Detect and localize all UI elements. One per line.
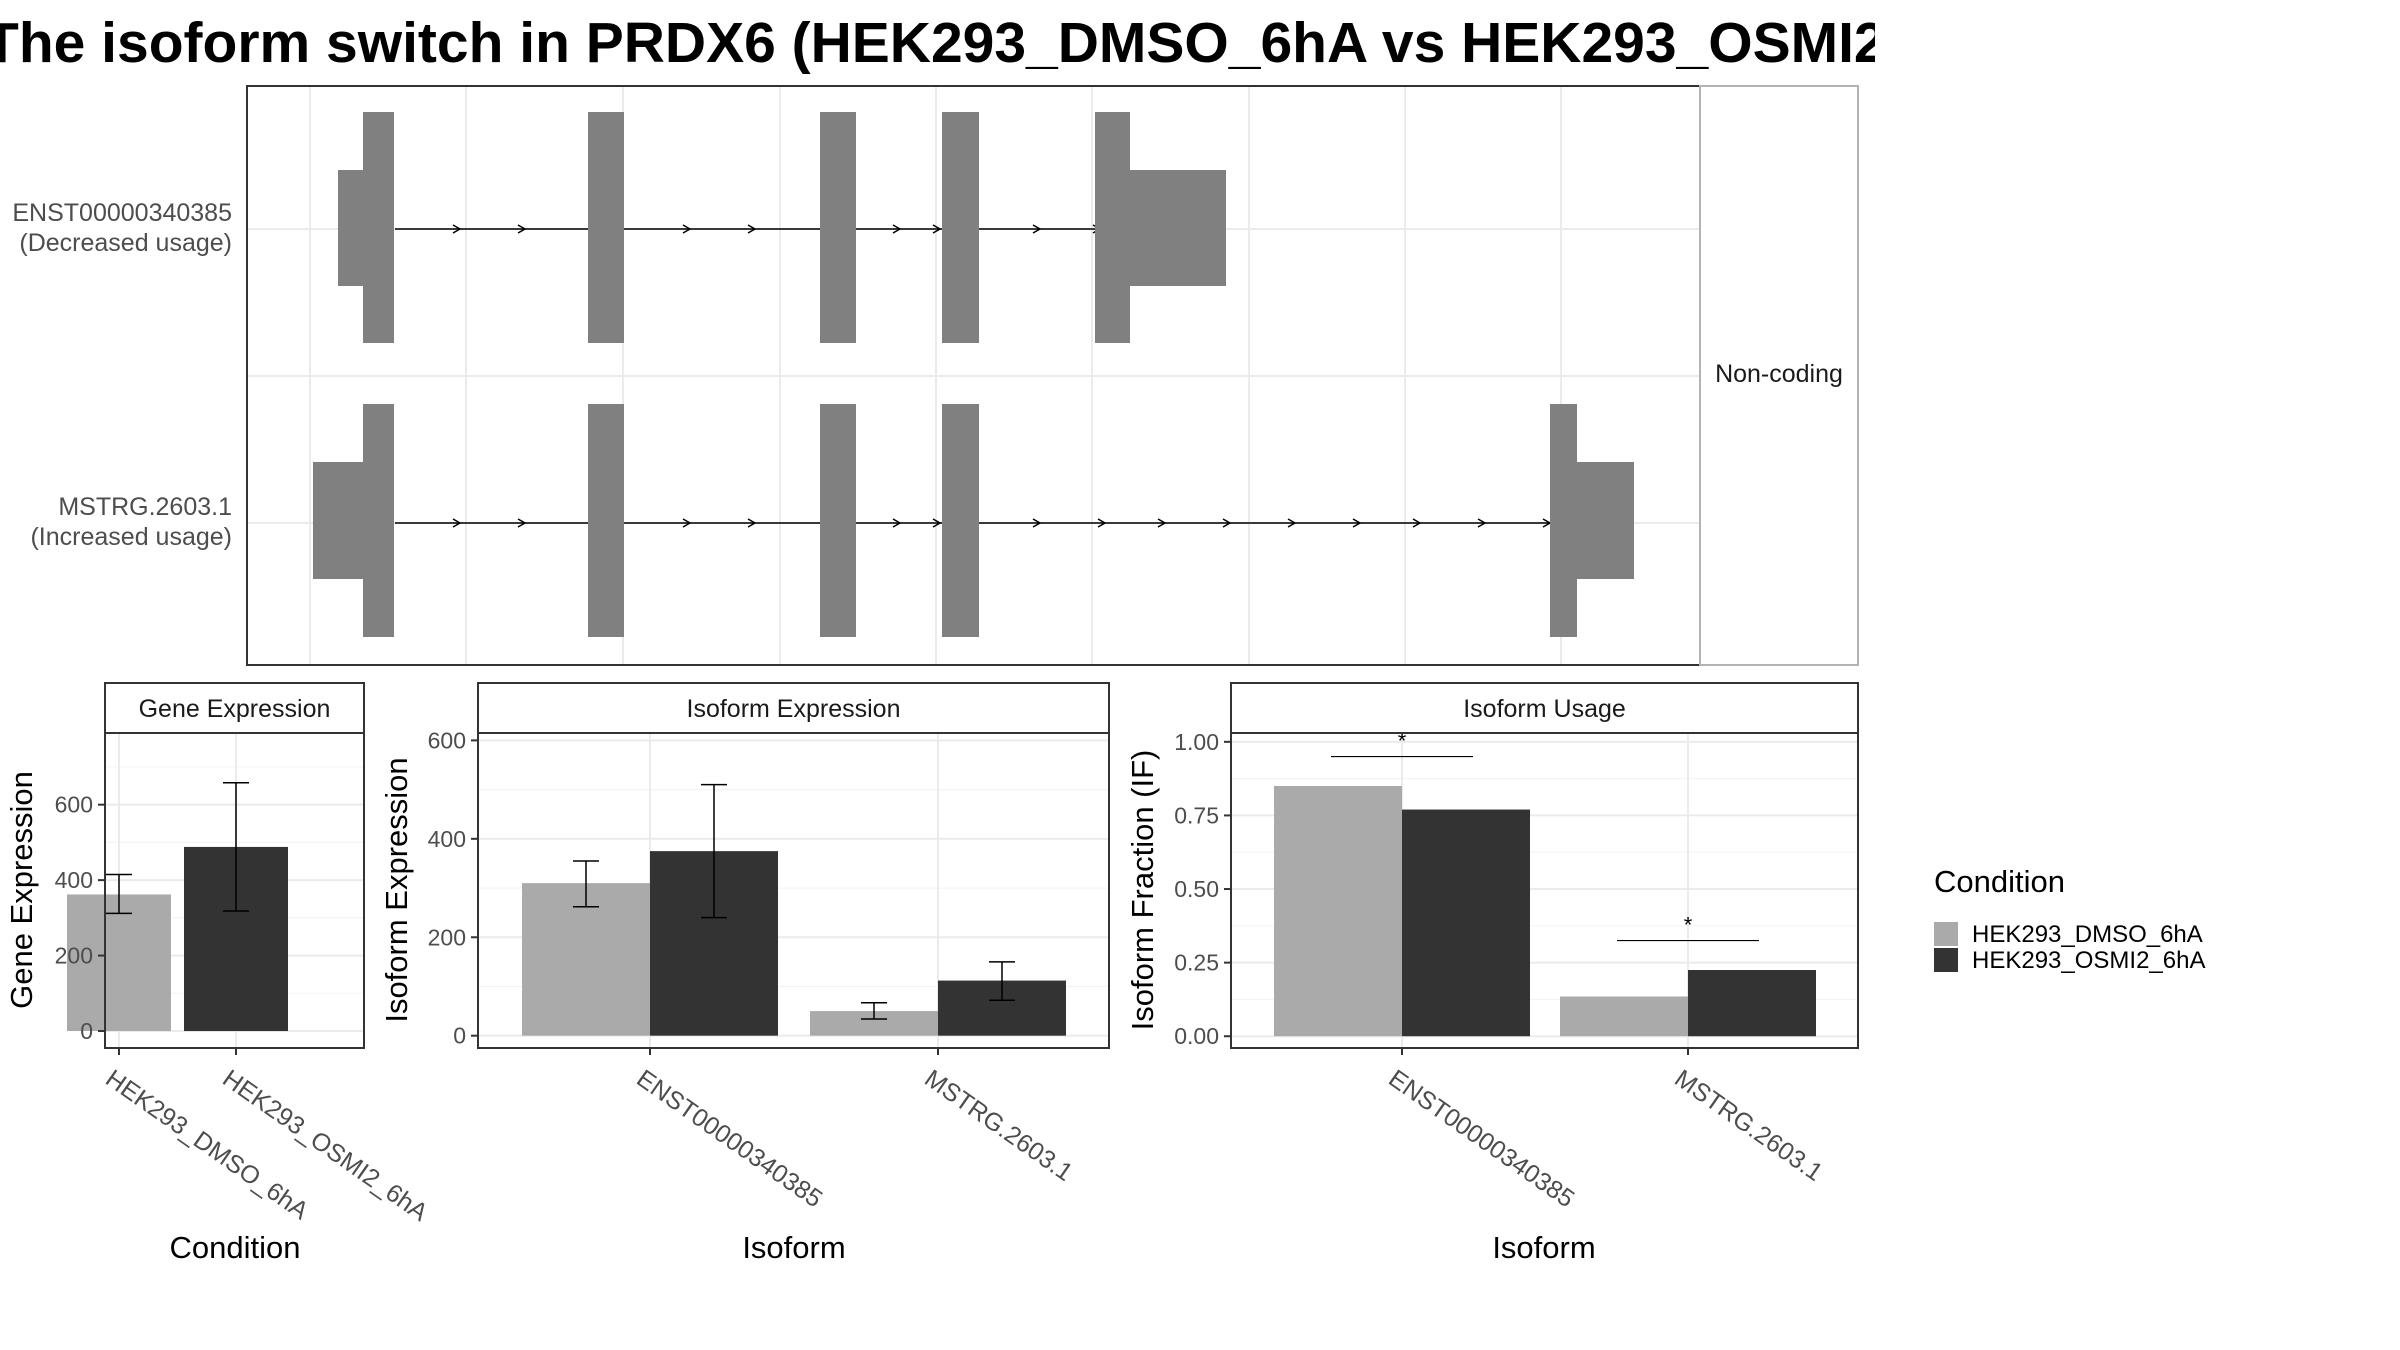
intron-direction-arrow [452, 224, 462, 234]
bar [522, 883, 650, 1036]
y-tick-label: 600 [428, 727, 466, 753]
y-tick-label: 400 [55, 867, 93, 893]
significance-star: * [1398, 729, 1407, 754]
y-tick-label: 1.00 [1174, 729, 1219, 755]
intron-direction-arrow [1157, 518, 1167, 528]
transcript-id-label: MSTRG.2603.1 [58, 493, 232, 521]
exon-block [363, 112, 394, 343]
exon-block [1095, 112, 1130, 343]
exon-block [820, 112, 856, 343]
intron-direction-arrow [1477, 518, 1487, 528]
intron-direction-arrow [932, 518, 942, 528]
structure-strip [1699, 85, 1859, 666]
x-axis-title: Isoform [1492, 1230, 1595, 1265]
exon-block [820, 404, 856, 637]
intron-direction-arrow [1412, 518, 1422, 528]
panel-strip-title: Isoform Usage [1463, 695, 1626, 723]
panel-strip [477, 682, 1110, 734]
y-tick-label: 0 [80, 1018, 93, 1044]
y-axis-title: Isoform Fraction (IF) [1125, 750, 1160, 1031]
exon-block [942, 112, 979, 343]
intron-direction-arrow [932, 224, 942, 234]
x-tick-label: MSTRG.2603.1 [1669, 1064, 1827, 1187]
intron-direction-arrow [1032, 224, 1042, 234]
y-tick-label: 200 [55, 943, 93, 969]
intron-direction-arrow [1352, 518, 1362, 528]
transcript-usage-label: (Decreased usage) [19, 229, 232, 257]
legend-swatch [1934, 948, 1958, 972]
x-tick-label: ENST00000340385 [631, 1064, 827, 1213]
x-tick-label: ENST00000340385 [1383, 1064, 1579, 1213]
intron-direction-arrow [1032, 518, 1042, 528]
y-axis-title: Gene Expression [4, 771, 39, 1009]
bar [1688, 969, 1816, 1037]
y-tick-label: 0.00 [1174, 1023, 1219, 1049]
figure-title-text: The isoform switch in PRDX6 (HEK293_DMSO… [0, 11, 1875, 75]
intron-direction-arrow [1222, 518, 1232, 528]
exon-block [313, 462, 363, 579]
bar [1402, 809, 1530, 1037]
exon-block [588, 404, 624, 637]
panel-strip-title: Isoform Expression [687, 695, 901, 723]
x-axis-title: Isoform [742, 1230, 845, 1265]
bar [67, 894, 171, 1032]
intron-direction-arrow [517, 518, 527, 528]
x-axis-title: Condition [170, 1230, 301, 1265]
x-tick-label: MSTRG.2603.1 [919, 1064, 1077, 1187]
intron-direction-arrow [517, 224, 527, 234]
panel-strip-title: Gene Expression [139, 695, 331, 723]
intron-direction-arrow [682, 518, 692, 528]
intron-direction-arrow [747, 518, 757, 528]
y-tick-label: 400 [428, 826, 466, 852]
y-tick-label: 0.75 [1174, 802, 1219, 828]
transcript-id-label: ENST00000340385 [12, 199, 232, 227]
panel-strip [1230, 682, 1859, 734]
bar [1274, 785, 1402, 1037]
figure-title: The isoform switch in PRDX6 (HEK293_DMSO… [0, 0, 1875, 90]
intron-direction-arrow [452, 518, 462, 528]
y-tick-label: 600 [55, 792, 93, 818]
y-axis-title: Isoform Expression [379, 757, 414, 1022]
exon-block [338, 170, 363, 286]
x-tick-label: HEK293_OSMI2_6hA [217, 1064, 433, 1227]
x-tick-label: HEK293_DMSO_6hA [100, 1064, 313, 1225]
y-tick-label: 0.25 [1174, 950, 1219, 976]
intron-direction-arrow [892, 224, 902, 234]
legend-title: Condition [1934, 864, 2065, 899]
intron-direction-arrow [1287, 518, 1297, 528]
y-tick-label: 200 [428, 924, 466, 950]
exon-block [1577, 462, 1634, 579]
y-tick-label: 0 [453, 1023, 466, 1049]
panel-strip [104, 682, 365, 734]
intron-direction-arrow [747, 224, 757, 234]
y-tick-label: 0.50 [1174, 876, 1219, 902]
legend-label: HEK293_OSMI2_6hA [1972, 947, 2205, 974]
exon-block [588, 112, 624, 343]
intron-direction-arrow [1097, 518, 1107, 528]
transcript-usage-label: (Increased usage) [30, 523, 232, 551]
exon-block [1550, 404, 1577, 637]
exon-block [363, 404, 394, 637]
structure-strip-label: Non-coding [1715, 360, 1843, 388]
exon-block [942, 404, 979, 637]
intron-direction-arrow [892, 518, 902, 528]
intron-direction-arrow [682, 224, 692, 234]
exon-block [1130, 170, 1226, 286]
legend-swatch [1934, 922, 1958, 946]
significance-star: * [1684, 913, 1693, 938]
bar [1560, 996, 1688, 1037]
legend-label: HEK293_DMSO_6hA [1972, 921, 2203, 948]
